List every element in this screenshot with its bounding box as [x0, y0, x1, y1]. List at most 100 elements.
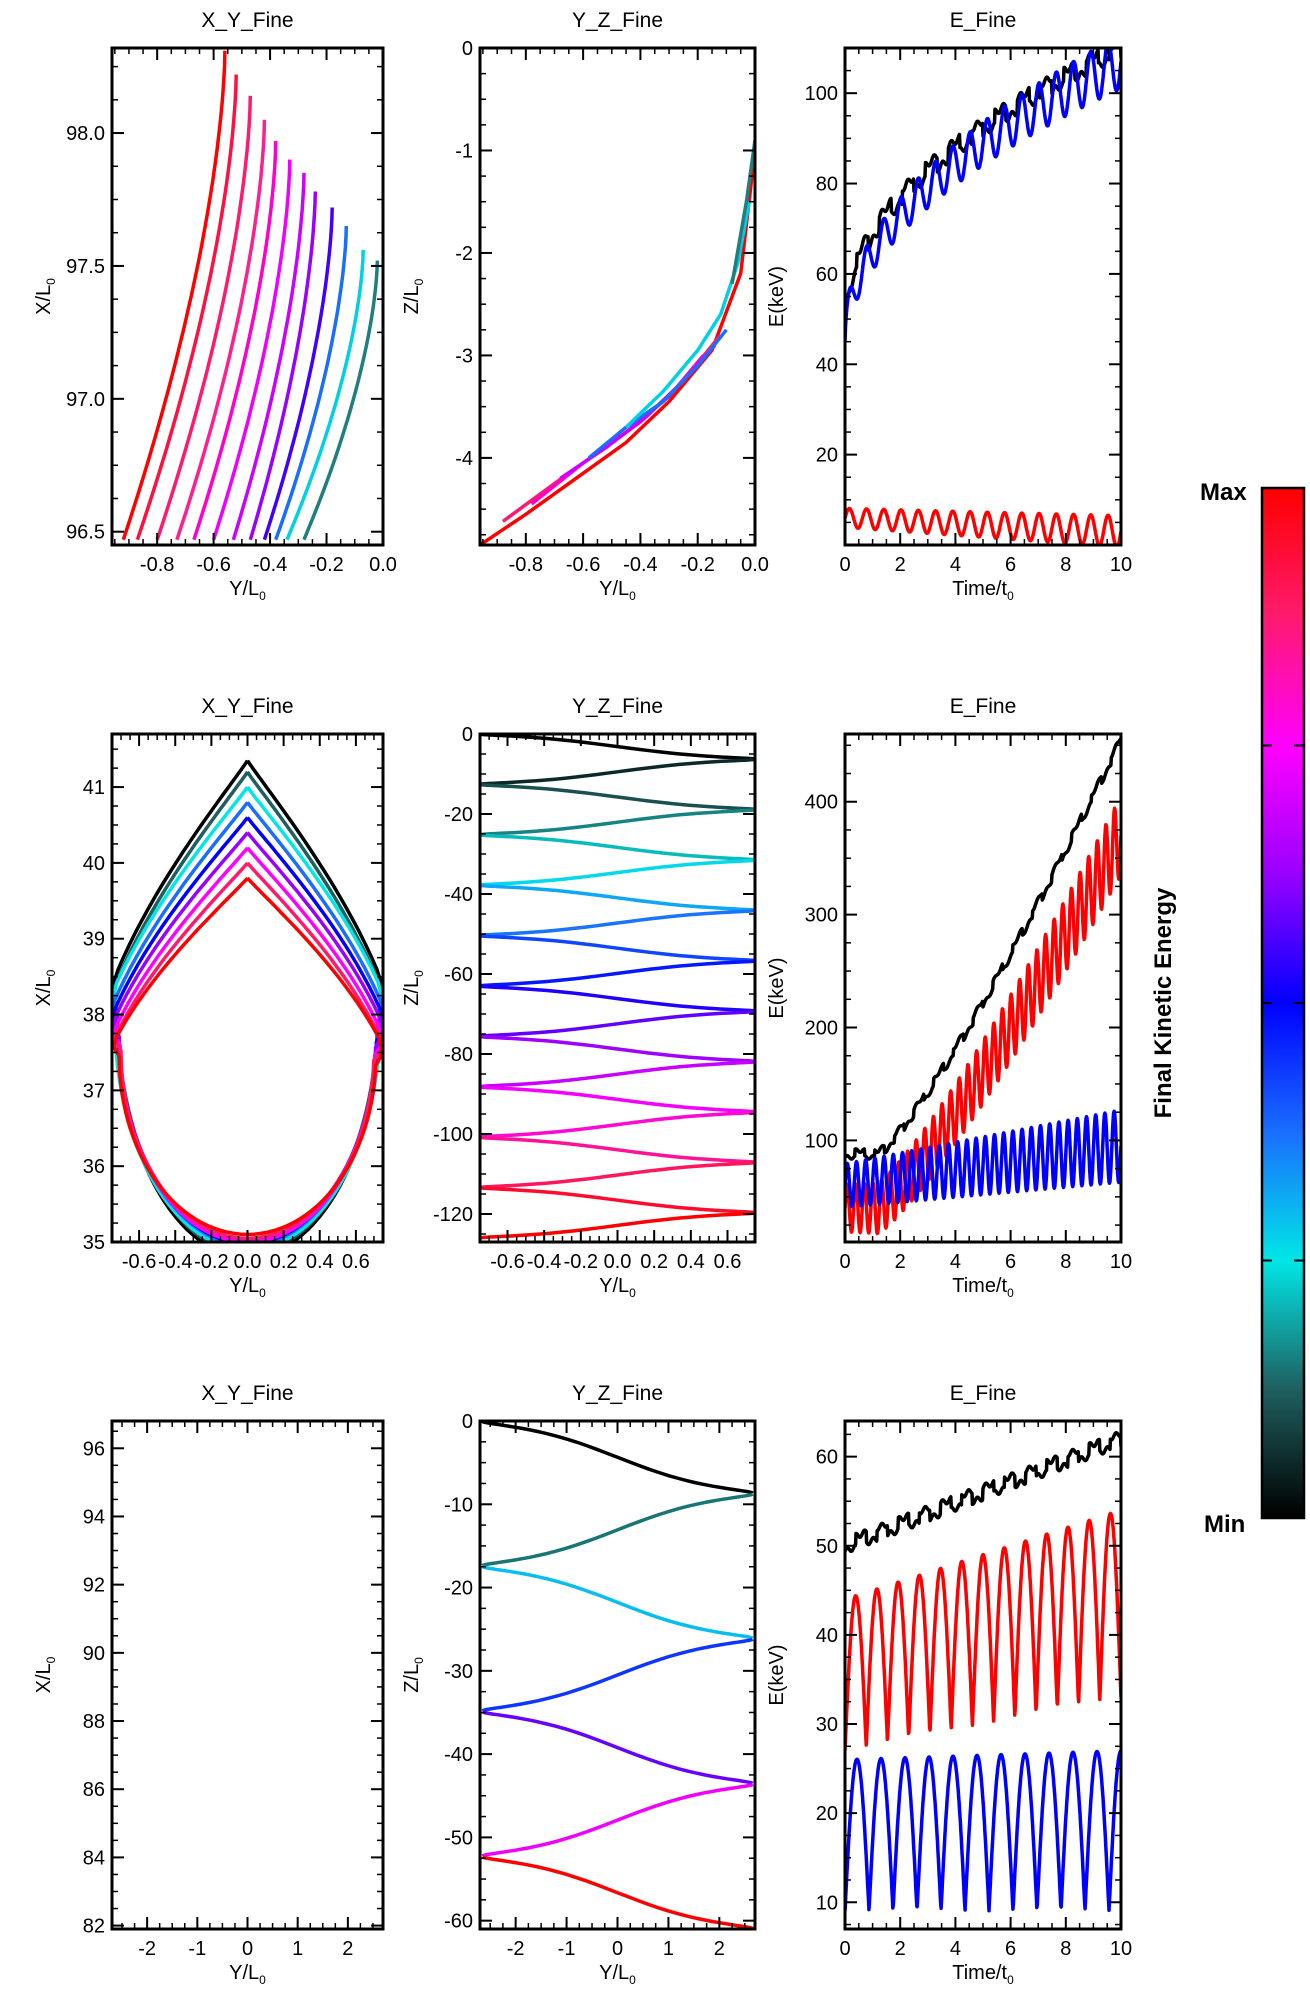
- x-tick-label: -0.6: [196, 554, 230, 576]
- y-tick-label: 96.5: [66, 522, 105, 544]
- x-tick-label: 6: [1005, 1938, 1016, 1960]
- y-tick-label: -10: [444, 1494, 473, 1516]
- y-axis-label: X/L0: [33, 1656, 58, 1693]
- trajectory-line: [587, 328, 728, 460]
- y-tick-label: -120: [433, 1204, 473, 1226]
- x-tick-label: 2: [714, 1938, 725, 1960]
- x-tick-label: 2: [895, 1938, 906, 1960]
- trajectory-segment: [481, 1855, 754, 1929]
- trajectory-line: [121, 50, 227, 541]
- energy-series-black: [845, 737, 1121, 1161]
- y-tick-label: 80: [816, 174, 838, 196]
- x-tick-label: -0.4: [623, 554, 657, 576]
- x-tick-label: -0.6: [490, 1251, 524, 1273]
- y-tick-label: 10: [816, 1892, 838, 1914]
- x-tick-label: 8: [1060, 1251, 1071, 1273]
- x-tick-label: 8: [1060, 554, 1071, 576]
- axes-frame: [478, 46, 757, 547]
- trajectory-segment: [480, 1034, 755, 1064]
- y-tick-label: 60: [816, 1447, 838, 1469]
- y-tick-label: 97.0: [66, 389, 105, 411]
- y-tick-label: 0: [462, 1411, 473, 1433]
- panel-title: X_Y_Fine: [201, 9, 293, 32]
- x-tick-label: -1: [558, 1938, 576, 1960]
- x-tick-label: 0.6: [714, 1251, 742, 1273]
- panel-r2c1: X_Y_Fine -0.6 -0.4 -0.2 0.0 0.2 0.4 0.6 35 36 37 38…: [33, 695, 385, 1300]
- trajectory-line: [211, 159, 292, 541]
- y-axis-label: Z/L0: [401, 970, 426, 1006]
- colorbar-ticks: [1262, 744, 1304, 1262]
- trajectory-line: [480, 150, 755, 545]
- trajectory-segment: [480, 757, 755, 786]
- colorbar-min-label: Min: [1204, 1511, 1245, 1538]
- panel-title: Y_Z_Fine: [572, 1382, 663, 1405]
- y-tick-label: 35: [83, 1232, 105, 1254]
- x-tick-label: 4: [950, 1938, 961, 1960]
- y-tick-label: -50: [444, 1827, 473, 1849]
- trajectory-line: [155, 95, 253, 541]
- trajectory-line: [135, 74, 238, 541]
- energy-series-blue: [845, 1109, 1121, 1209]
- y-tick-label: 96: [83, 1438, 105, 1460]
- panels: X_Y_Fine-0.8 -0.6 -0.4 -0.2 0.096.597.097.59…: [33, 9, 1132, 1987]
- x-tick-label: 0.2: [640, 1251, 668, 1273]
- y-tick-label: 300: [805, 905, 838, 927]
- y-tick-label: -40: [444, 1744, 473, 1766]
- y-tick-label: 60: [816, 264, 838, 286]
- energy-series-black: [845, 48, 1121, 326]
- x-axis-label: Y/L0: [599, 1275, 636, 1300]
- y-axis-label: Z/L0: [401, 278, 426, 314]
- y-tick-label: 90: [83, 1643, 105, 1665]
- y-tick-label: -100: [433, 1124, 473, 1146]
- trajectory-line: [262, 207, 334, 541]
- y-tick-label: -2: [455, 243, 473, 265]
- trajectory-segment: [480, 808, 755, 837]
- y-tick-label: 94: [83, 1506, 105, 1528]
- trajectory-segment: [480, 1009, 755, 1038]
- y-tick-label: 86: [83, 1779, 105, 1801]
- y-tick-label: -3: [455, 345, 473, 367]
- trajectory-line: [302, 260, 380, 541]
- trajectory-line: [530, 354, 705, 506]
- plot-area: [481, 1421, 754, 1929]
- trajectory-line: [231, 172, 306, 541]
- energy-series-blue: [845, 48, 1121, 342]
- y-tick-label: 39: [83, 929, 105, 951]
- y-tick-label: -60: [444, 1911, 473, 1933]
- x-tick-label: 2: [342, 1938, 353, 1960]
- x-tick-label: 0.0: [604, 1251, 632, 1273]
- x-axis-label: Time/t0: [952, 578, 1014, 603]
- x-axis-label: Time/t0: [952, 1275, 1014, 1300]
- trajectory-line: [192, 140, 278, 541]
- trajectory-line: [175, 119, 267, 541]
- y-tick-label: 40: [816, 354, 838, 376]
- y-tick-label: -40: [444, 884, 473, 906]
- y-tick-label: -20: [444, 804, 473, 826]
- trajectory-segment: [480, 1060, 755, 1089]
- y-tick-label: 97.5: [66, 256, 105, 278]
- x-tick-label: 1: [292, 1938, 303, 1960]
- x-tick-label: -0.6: [566, 554, 600, 576]
- y-tick-label: -80: [444, 1044, 473, 1066]
- axes-frame: [110, 732, 385, 1244]
- orbit-line: [112, 815, 383, 1242]
- y-tick-label: 0: [462, 724, 473, 746]
- orbit-line: [112, 846, 383, 1242]
- plot-area: [480, 734, 755, 1240]
- plot-area: [121, 50, 380, 541]
- x-tick-label: -0.6: [122, 1251, 156, 1273]
- trajectory-segment: [480, 883, 755, 912]
- y-tick-label: 36: [83, 1156, 105, 1178]
- y-tick-label: 100: [805, 83, 838, 105]
- x-axis-label: Y/L0: [599, 578, 636, 603]
- y-tick-label: -4: [455, 448, 473, 470]
- x-tick-label: 0: [242, 1938, 253, 1960]
- x-axis-label: Y/L0: [229, 578, 266, 603]
- y-tick-label: 20: [816, 445, 838, 467]
- trajectory-segment: [480, 1186, 755, 1215]
- orbit-line: [112, 785, 383, 1242]
- y-tick-label: 38: [83, 1005, 105, 1027]
- trajectory-segment: [481, 1637, 754, 1713]
- trajectory-segment: [480, 833, 755, 862]
